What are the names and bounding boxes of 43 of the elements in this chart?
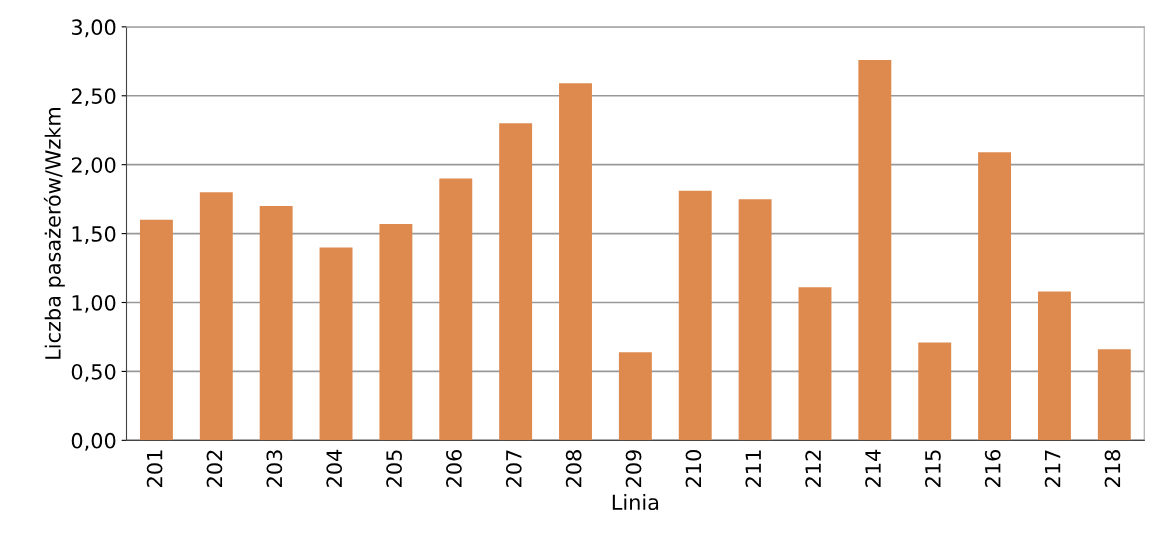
bar bbox=[199, 192, 233, 441]
y-tick-label: 2,00 bbox=[71, 157, 116, 176]
bar bbox=[678, 190, 712, 441]
bar bbox=[499, 123, 533, 441]
bar bbox=[259, 206, 293, 441]
bar bbox=[858, 59, 892, 441]
y-tick-label: 1,00 bbox=[72, 294, 116, 313]
x-tick-label: 217 bbox=[1044, 450, 1061, 487]
x-tick-label: 209 bbox=[625, 450, 642, 487]
x-tick-label: 218 bbox=[1104, 450, 1121, 487]
bar bbox=[439, 178, 473, 441]
bar bbox=[1097, 349, 1131, 441]
x-tick-label: 205 bbox=[386, 450, 402, 487]
x-tick-label: 210 bbox=[685, 450, 702, 487]
x-tick-label: 216 bbox=[984, 449, 1001, 487]
bar bbox=[918, 342, 952, 441]
y-tick-label: 0,50 bbox=[71, 363, 116, 382]
bar bbox=[559, 83, 592, 441]
bar bbox=[798, 287, 832, 441]
x-tick-label: 204 bbox=[326, 449, 343, 487]
bar bbox=[1037, 291, 1071, 441]
x-tick-label: 208 bbox=[565, 450, 582, 487]
x-axis-title: Linia bbox=[612, 493, 659, 511]
x-tick-label: 202 bbox=[206, 450, 223, 487]
y-tick-label: 0,00 bbox=[71, 432, 116, 451]
x-tick-label: 201 bbox=[146, 450, 163, 487]
x-tick-label: 214 bbox=[865, 449, 881, 487]
bar bbox=[319, 247, 353, 441]
x-tick-label: 212 bbox=[805, 450, 821, 487]
bar bbox=[738, 199, 772, 441]
bar bbox=[618, 352, 652, 441]
x-tick-label: 203 bbox=[266, 450, 283, 487]
bar bbox=[978, 152, 1012, 441]
y-tick-label: 3,00 bbox=[71, 19, 116, 38]
bar bbox=[139, 219, 173, 441]
y-axis-title: Liczba pasażerów/Wzkm bbox=[43, 108, 65, 359]
y-tick-label: 2,50 bbox=[71, 88, 116, 107]
x-tick-label: 215 bbox=[925, 450, 941, 487]
x-tick-label: 207 bbox=[505, 450, 522, 487]
bar bbox=[379, 223, 413, 441]
x-tick-label: 206 bbox=[446, 449, 462, 487]
y-tick-label: 1,50 bbox=[72, 226, 116, 244]
x-tick-label: 211 bbox=[745, 450, 761, 487]
